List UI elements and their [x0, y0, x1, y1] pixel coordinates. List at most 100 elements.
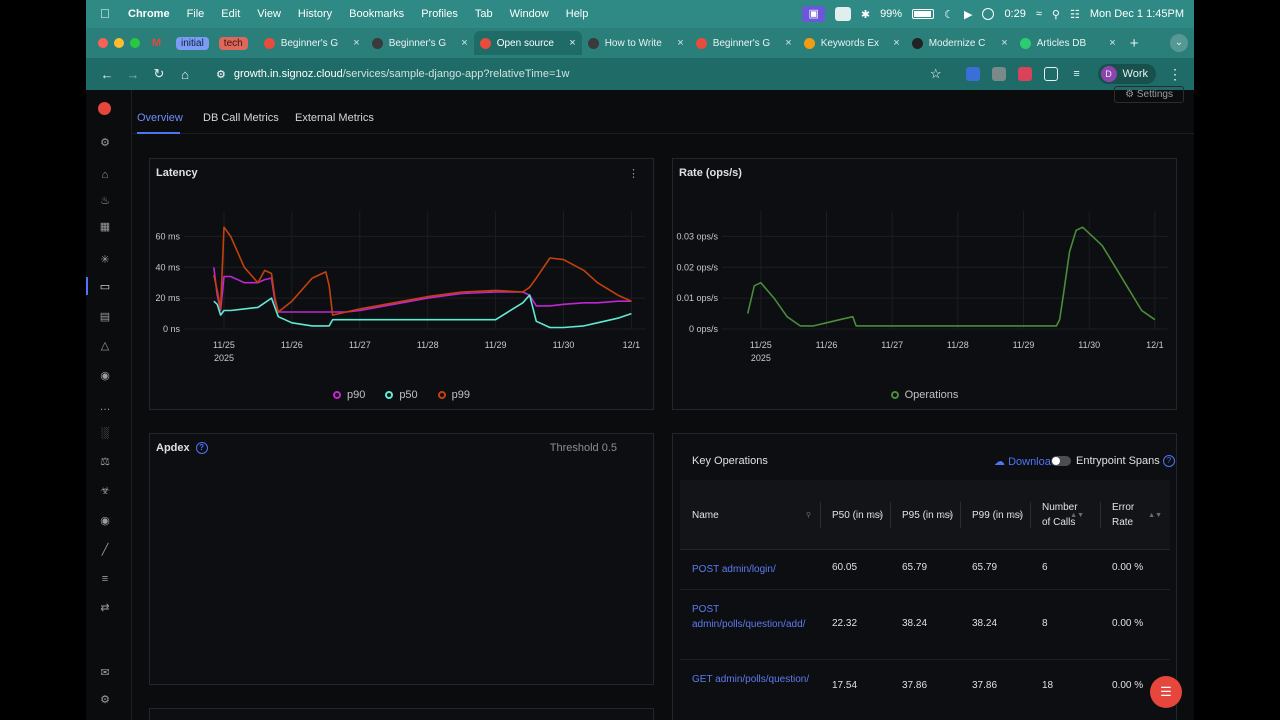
apdex-help-icon[interactable]: ?	[195, 442, 208, 455]
browser-tab[interactable]: Beginner's G ×	[690, 31, 798, 55]
tab-group-initial[interactable]: initial	[176, 36, 209, 50]
list-icon[interactable]: ≡	[101, 573, 109, 585]
signoz-logo-icon[interactable]	[98, 102, 111, 115]
legend-item-operations[interactable]: Operations	[890, 389, 958, 401]
alerts-bell-icon[interactable]: ♨	[100, 195, 110, 207]
column-header-p50[interactable]: P50 (in ms) ▲▼	[832, 480, 890, 550]
column-header-calls[interactable]: Number of Calls ▲▼	[1042, 480, 1090, 550]
apple-icon[interactable]: 	[100, 7, 114, 21]
menu-view[interactable]: View	[257, 8, 281, 20]
spotlight-icon[interactable]: ⚲	[1051, 8, 1060, 21]
column-header-name[interactable]: Name ⚲	[692, 480, 817, 550]
sort-icon[interactable]: ▲▼	[940, 511, 954, 519]
menu-history[interactable]: History	[297, 8, 333, 20]
home-nav-icon[interactable]: ⌂	[101, 169, 109, 181]
profile-chip[interactable]: D Work	[1097, 64, 1156, 84]
operation-name-link[interactable]: POST admin/polls/question/add/	[692, 604, 806, 630]
settings-gear-icon[interactable]: ⚙	[100, 694, 110, 706]
close-window-button[interactable]	[98, 38, 108, 48]
sparkle-icon[interactable]: ✳	[100, 254, 110, 266]
wifi-icon[interactable]: ≈	[1035, 8, 1042, 20]
browser-tab[interactable]: Open source ×	[473, 31, 582, 55]
bookmark-star-icon[interactable]: ☆	[929, 66, 942, 81]
close-tab-icon[interactable]: ×	[677, 37, 684, 49]
reading-list-icon[interactable]: ≡	[1073, 68, 1080, 80]
column-header-p95[interactable]: P95 (in ms) ▲▼	[902, 480, 960, 550]
operation-name-link[interactable]: GET admin/polls/question/	[692, 674, 810, 685]
tab-db-call-metrics[interactable]: DB Call Metrics	[203, 112, 279, 124]
get-started-icon[interactable]: ⚙	[100, 137, 110, 149]
browser-tab[interactable]: Modernize C ×	[906, 31, 1014, 55]
tab-group-tech[interactable]: tech	[218, 36, 248, 50]
entrypoint-help-icon[interactable]: ?	[1163, 455, 1175, 467]
skype-icon[interactable]	[834, 7, 851, 21]
services-nav-icon[interactable]: ▭	[99, 281, 111, 293]
table-row[interactable]: POST admin/polls/question/add/ 22.32 38.…	[680, 590, 1170, 660]
site-info-icon[interactable]: ⚙	[216, 68, 226, 81]
control-center-icon[interactable]: ☷	[1069, 8, 1080, 21]
traces-icon[interactable]: △	[100, 340, 110, 352]
close-tab-icon[interactable]: ×	[461, 37, 468, 49]
address-bar[interactable]: ⚙ growth.in.signoz.cloud/services/sample…	[206, 62, 952, 86]
sort-icon[interactable]: ▲▼	[870, 511, 884, 519]
exceptions-bug-icon[interactable]: ☣	[100, 485, 110, 497]
download-link[interactable]: ☁ Download	[994, 456, 1057, 468]
binoculars-icon[interactable]: ◉	[100, 515, 110, 527]
menu-help[interactable]: Help	[565, 8, 589, 20]
forward-arrow-icon[interactable]: →	[126, 66, 140, 82]
home-icon[interactable]: ⌂	[181, 66, 189, 82]
extension-shield-icon[interactable]	[965, 67, 980, 81]
close-tab-icon[interactable]: ×	[893, 37, 900, 49]
dashboards-grid-icon[interactable]: ▦	[99, 221, 111, 233]
menu-app-name[interactable]: Chrome	[128, 8, 170, 20]
pipelines-icon[interactable]: ⇄	[100, 602, 110, 614]
integrations-plug-icon[interactable]: ⚖	[100, 456, 110, 468]
table-row[interactable]: GET admin/polls/question/ 17.54 37.86 37…	[680, 660, 1170, 716]
extensions-puzzle-icon[interactable]	[1043, 67, 1058, 81]
bluetooth-icon[interactable]: ✱	[860, 8, 871, 21]
new-tab-button[interactable]: +	[1129, 34, 1139, 52]
browser-tab[interactable]: Beginner's G ×	[258, 31, 366, 55]
menu-file[interactable]: File	[186, 8, 205, 20]
support-chat-icon[interactable]: ✉	[100, 667, 110, 679]
record-icon[interactable]	[982, 8, 995, 20]
column-header-error-rate[interactable]: Error Rate ▲▼	[1112, 480, 1168, 550]
close-tab-icon[interactable]: ×	[1001, 37, 1008, 49]
sort-icon[interactable]: ▲▼	[1010, 511, 1024, 519]
panel-options-icon[interactable]: ⋮	[628, 168, 639, 180]
extension-glasses-icon[interactable]	[991, 67, 1006, 81]
chrome-menu-icon[interactable]: ⋮	[1168, 65, 1182, 82]
tab-search-icon[interactable]: ⌄	[1170, 34, 1188, 52]
search-icon[interactable]: ⚲	[805, 511, 811, 519]
sort-icon[interactable]: ▲▼	[1148, 511, 1162, 519]
tab-external-metrics[interactable]: External Metrics	[295, 112, 374, 124]
menu-bookmarks[interactable]: Bookmarks	[349, 8, 405, 20]
browser-tab[interactable]: How to Write ×	[582, 31, 690, 55]
settings-button[interactable]: ⚙ Settings	[1114, 86, 1184, 103]
moon-icon[interactable]: ☾	[944, 8, 954, 21]
chart-line-icon[interactable]: ╱	[101, 544, 109, 556]
legend-item-p99[interactable]: p99	[437, 389, 470, 401]
close-tab-icon[interactable]: ×	[1109, 37, 1116, 49]
menubar-clock[interactable]: Mon Dec 1 1:45PM	[1089, 8, 1184, 20]
legend-item-p50[interactable]: p50	[385, 389, 418, 401]
back-arrow-icon[interactable]: ←	[100, 66, 114, 82]
metrics-bar-icon[interactable]: ░	[101, 427, 109, 439]
legend-item-p90[interactable]: p90	[332, 389, 365, 401]
gmail-pinned-tab-icon[interactable]: M	[152, 37, 162, 49]
browser-tab[interactable]: Keywords Ex ×	[798, 31, 906, 55]
close-tab-icon[interactable]: ×	[569, 37, 576, 49]
tab-overview[interactable]: Overview	[137, 112, 183, 124]
table-row[interactable]: POST admin/login/ 60.05 65.79 65.79 6 0.…	[680, 550, 1170, 590]
entrypoint-spans-toggle[interactable]	[1051, 456, 1071, 466]
screen-mirroring-icon[interactable]: ▣	[802, 6, 825, 22]
zoom-window-button[interactable]	[130, 38, 140, 48]
operation-name-link[interactable]: POST admin/login/	[692, 564, 776, 575]
menu-window[interactable]: Window	[509, 8, 549, 20]
chat-support-icon[interactable]: ☰	[1150, 676, 1182, 708]
logs-scroll-icon[interactable]: ▤	[99, 311, 111, 323]
close-tab-icon[interactable]: ×	[785, 37, 792, 49]
menu-edit[interactable]: Edit	[221, 8, 241, 20]
reload-icon[interactable]: ↻	[153, 66, 165, 81]
sort-icon[interactable]: ▲▼	[1070, 511, 1084, 519]
